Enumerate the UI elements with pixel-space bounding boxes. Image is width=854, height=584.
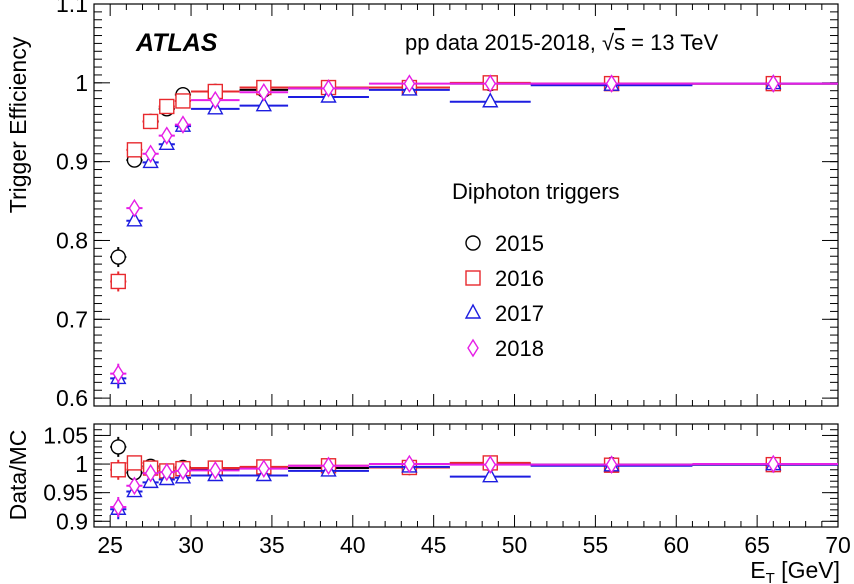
x-tick-label: 50 — [502, 532, 528, 558]
y-tick-label: 0.8 — [56, 227, 88, 253]
data-point — [110, 462, 126, 478]
x-axis-label-sub: T — [766, 570, 775, 584]
x-tick-label: 35 — [259, 532, 285, 558]
data-point — [322, 456, 335, 476]
top-y-axis-label: Trigger Efficiency — [5, 36, 31, 213]
x-tick-label: 25 — [97, 532, 123, 558]
data-point — [126, 455, 143, 471]
data-point — [128, 476, 141, 496]
info-sqrt-symbol: √ — [602, 30, 615, 55]
data-point — [484, 74, 497, 93]
data-point — [484, 455, 497, 474]
data-point — [767, 454, 780, 474]
data-point — [482, 92, 499, 108]
legend-label-2015: 2015 — [495, 231, 544, 256]
x-axis-label-unit: [GeV] — [775, 557, 840, 583]
x-tick-label: 40 — [340, 532, 366, 558]
y-tick-label: 0.9 — [56, 508, 88, 534]
data-point — [160, 462, 173, 482]
x-tick-label: 30 — [178, 532, 204, 558]
data-point — [209, 90, 222, 110]
data-point — [112, 497, 125, 517]
info-suffix: = 13 TeV — [625, 30, 718, 55]
data-point — [110, 249, 126, 265]
legend: 2015 2016 2017 2018 — [464, 231, 544, 361]
data-point — [144, 463, 157, 483]
legend-marker-2017 — [464, 303, 482, 319]
legend-marker-2018 — [467, 338, 479, 358]
data-point — [403, 74, 416, 93]
top-panel-frame — [93, 3, 839, 407]
data-point — [128, 198, 141, 218]
series-2018 — [110, 74, 838, 384]
atlas-label: ATLAS — [135, 29, 218, 57]
data-point — [142, 113, 159, 130]
data-point — [177, 461, 189, 481]
x-tick-label: 65 — [744, 532, 770, 558]
data-point — [110, 273, 126, 290]
data-point — [255, 96, 272, 112]
data-point — [112, 364, 125, 384]
data-point — [209, 461, 222, 480]
legend-label-2017: 2017 — [495, 301, 544, 326]
legend-label-2018: 2018 — [495, 336, 544, 361]
data-point — [605, 74, 618, 93]
x-tick-label: 60 — [663, 532, 689, 558]
y-tick-label: 0.9 — [56, 149, 88, 175]
x-tick-label: 70 — [825, 532, 851, 558]
x-axis-label-main: E — [750, 557, 765, 583]
info-prefix: pp data 2015-2018, — [405, 30, 602, 55]
bottom-panel: 0.90.95 1 1.05 25 30 35 40 45 50 55 60 65 70 — [43, 422, 851, 558]
data-point — [258, 82, 270, 102]
y-tick-label: 0.7 — [56, 306, 88, 332]
data-point — [175, 93, 191, 109]
y-tick-label: 0.6 — [56, 385, 88, 411]
data-point — [126, 142, 143, 158]
data-point — [177, 115, 189, 134]
data-point — [767, 74, 780, 93]
y-tick-label: 1 — [75, 70, 88, 96]
data-point — [258, 459, 270, 478]
info-s: s — [614, 30, 625, 55]
data-point — [159, 98, 175, 115]
data-point — [605, 455, 618, 474]
legend-label-2016: 2016 — [495, 266, 544, 291]
data-point — [482, 467, 499, 483]
bottom-y-axis-label: Data/MC — [5, 430, 31, 521]
data-point — [160, 126, 173, 145]
data-point — [110, 439, 126, 455]
data-point — [126, 211, 143, 227]
y-tick-label: 1 — [75, 451, 88, 477]
data-point — [144, 144, 157, 164]
x-axis-label: ET [GeV] — [750, 557, 840, 584]
legend-title: Diphoton triggers — [452, 179, 620, 204]
dataset-info-label: pp data 2015-2018, √s = 13 TeV — [405, 30, 719, 55]
y-tick-label: 1.05 — [43, 422, 88, 448]
series-2018 — [110, 454, 838, 517]
y-tick-label: 1.1 — [56, 0, 88, 17]
legend-marker-2016 — [465, 270, 481, 286]
data-point — [403, 454, 416, 474]
legend-marker-2015 — [465, 235, 481, 251]
x-tick-label: 55 — [583, 532, 609, 558]
y-tick-label: 0.95 — [43, 480, 88, 506]
top-panel: 0.6 0.7 0.8 0.9 1 1.1 — [56, 0, 839, 411]
data-point — [322, 79, 335, 98]
x-tick-label: 45 — [421, 532, 447, 558]
